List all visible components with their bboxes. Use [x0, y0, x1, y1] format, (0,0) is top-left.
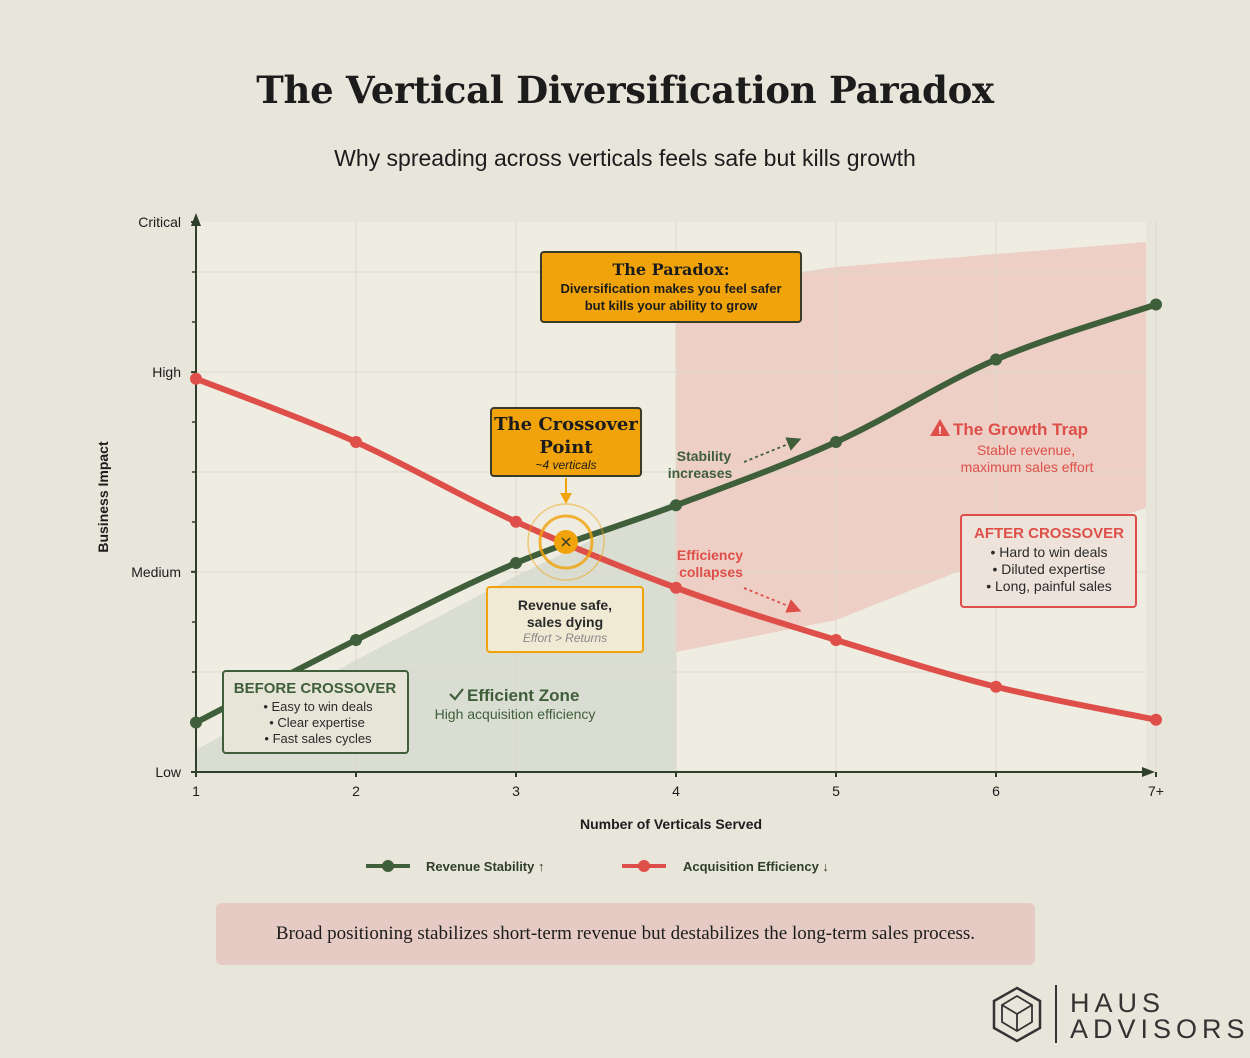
warning-icon [930, 419, 950, 436]
logo-line1: HAUS [1070, 988, 1166, 1018]
crossover-marker [527, 503, 605, 581]
y-tick-label: Medium [131, 564, 181, 580]
acquisition-efficiency-point [1150, 713, 1162, 726]
acquisition-efficiency-point [190, 372, 202, 385]
legend-label-acquisition: Acquisition Efficiency ↓ [683, 859, 829, 874]
legend-marker-revenue [382, 860, 394, 872]
acquisition-efficiency-point [990, 680, 1002, 693]
check-icon [449, 688, 464, 701]
x-tick-label: 3 [512, 783, 520, 799]
before-crossover-item: • Fast sales cycles [264, 731, 372, 746]
y-axis-title: Business Impact [95, 441, 111, 553]
x-tick-label: 2 [352, 783, 360, 799]
paradox-callout: The Paradox: Diversification makes you f… [540, 251, 802, 323]
x-axis-arrow-icon [1142, 767, 1155, 777]
acquisition-efficiency-point [510, 515, 522, 528]
legend: Revenue Stability ↑ Acquisition Efficien… [366, 859, 829, 874]
revenue-stability-point [510, 557, 522, 569]
revenue-stability-point [190, 716, 202, 729]
x-axis-title: Number of Verticals Served [580, 816, 762, 832]
after-crossover-item: • Long, painful sales [986, 578, 1112, 594]
stability-arrow [743, 437, 802, 463]
paradox-line2: but kills your ability to grow [585, 298, 759, 313]
efficiency-line2: collapses [679, 564, 743, 580]
svg-text:!: ! [938, 425, 942, 437]
efficient-zone-title: Efficient Zone [467, 686, 579, 705]
after-crossover-box: AFTER CROSSOVER • Hard to win deals • Di… [960, 514, 1137, 608]
growth-trap-line1: Stable revenue, [977, 442, 1075, 458]
crossover-callout: The Crossover Point ~4 verticals [490, 407, 642, 504]
y-axis-arrow-icon [191, 213, 201, 226]
revenue-safe-line2: sales dying [527, 614, 603, 630]
revenue-safe-sub: Effort > Returns [523, 631, 607, 645]
footer-takeaway: Broad positioning stabilizes short-term … [216, 903, 1035, 965]
x-tick-label: 5 [832, 783, 840, 799]
growth-trap-label: ! The Growth Trap Stable revenue, maximu… [930, 419, 1094, 475]
paradox-line1: Diversification makes you feel safer [560, 281, 781, 296]
revenue-stability-point [670, 499, 682, 512]
revenue-safe-callout: Revenue safe, sales dying Effort > Retur… [486, 586, 644, 653]
crossover-title-line2: Point [539, 437, 593, 458]
after-crossover-item: • Diluted expertise [992, 561, 1105, 577]
logo-line2: ADVISORS [1070, 1014, 1250, 1044]
x-tick-label: 4 [672, 783, 680, 799]
stability-line2: increases [668, 465, 733, 481]
y-tick-label: Low [155, 764, 182, 780]
legend-label-revenue: Revenue Stability ↑ [426, 859, 544, 874]
acquisition-efficiency-point [830, 634, 842, 646]
revenue-safe-line1: Revenue safe, [518, 597, 612, 613]
series-layer [190, 298, 1162, 729]
efficiency-arrow [743, 587, 802, 613]
hexagon-cube-icon [992, 986, 1042, 1043]
x-tick-label: 7+ [1148, 783, 1164, 799]
legend-marker-acquisition [638, 860, 650, 872]
y-tick-label: High [152, 364, 181, 380]
after-crossover-item: • Hard to win deals [991, 544, 1108, 560]
paradox-title: The Paradox: [612, 260, 729, 279]
crossover-sub: ~4 verticals [535, 458, 596, 472]
acquisition-efficiency-point [350, 436, 362, 448]
before-crossover-title: BEFORE CROSSOVER [234, 680, 397, 697]
logo: HAUS ADVISORS [1070, 988, 1250, 1044]
before-crossover-item: • Clear expertise [269, 715, 365, 730]
page-title: The Vertical Diversification Paradox [256, 68, 994, 112]
y-tick-label: Critical [138, 214, 181, 230]
revenue-stability-point [990, 353, 1002, 366]
before-crossover-item: • Easy to win deals [263, 699, 373, 714]
revenue-stability-point [830, 436, 842, 448]
page-subtitle: Why spreading across verticals feels saf… [334, 145, 916, 171]
crossover-pointer-arrow-icon [560, 493, 572, 504]
efficient-zone-sub: High acquisition efficiency [435, 706, 596, 722]
x-tick-label: 6 [992, 783, 1000, 799]
crossover-x-icon [561, 537, 571, 547]
crossover-title-line1: The Crossover [494, 414, 638, 435]
after-crossover-title: AFTER CROSSOVER [974, 525, 1124, 542]
growth-trap-title: The Growth Trap [953, 420, 1088, 439]
revenue-stability-point [350, 634, 362, 646]
before-crossover-box: BEFORE CROSSOVER • Easy to win deals • C… [222, 670, 409, 754]
revenue-stability-point [1150, 298, 1162, 311]
stability-line1: Stability [677, 448, 732, 464]
ticks: 1 2 3 4 5 6 7+ Low Medium High Critical [131, 214, 1164, 799]
efficiency-line1: Efficiency [677, 547, 743, 563]
footer-text: Broad positioning stabilizes short-term … [275, 923, 976, 944]
x-tick-label: 1 [192, 783, 200, 799]
growth-trap-line2: maximum sales effort [961, 459, 1094, 475]
acquisition-efficiency-point [670, 581, 682, 594]
